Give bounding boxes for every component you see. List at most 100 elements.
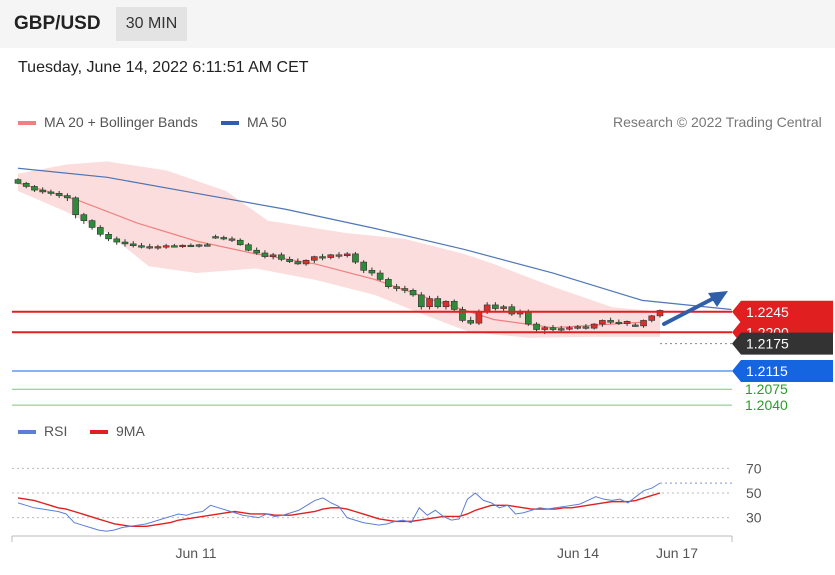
candle-body [22, 182, 30, 187]
x-axis-label: Jun 17 [656, 545, 698, 561]
candle-body [253, 249, 260, 254]
legend-ma50: MA 50 [221, 114, 287, 130]
ma50-line [17, 167, 732, 311]
candle-body [450, 300, 458, 310]
candle-body [483, 304, 491, 312]
candle-body [656, 310, 664, 317]
projection-arrow-head [708, 291, 728, 307]
timeframe-selector[interactable]: 30 MIN [116, 7, 187, 41]
candle-body [14, 179, 22, 184]
candle-body [467, 320, 474, 324]
candle-body [105, 233, 112, 240]
level-1-2040-label: 1.2040 [745, 397, 788, 413]
candle-body [566, 327, 573, 330]
candle-body [599, 320, 606, 325]
candle-body [39, 189, 46, 193]
ma50-swatch [221, 121, 239, 126]
candle-body [640, 320, 647, 327]
candle-body [434, 298, 442, 308]
legend-rsi-label: RSI [44, 423, 68, 439]
candle-body [154, 246, 162, 249]
level-1-2175-tag [732, 332, 833, 355]
candle-body [171, 245, 178, 248]
candle-body [88, 220, 96, 228]
candle-body [47, 191, 55, 194]
rsi-line [17, 482, 661, 532]
candle-body [409, 290, 417, 296]
candle-body [500, 306, 507, 309]
candle-body [72, 197, 79, 216]
legend-9ma: 9MA [90, 423, 145, 439]
candle-body [327, 254, 335, 258]
candle-body [607, 320, 614, 323]
candle-body [335, 254, 343, 257]
candle-body [360, 261, 367, 271]
projection-arrow-shaft [662, 295, 718, 326]
candle-body [590, 323, 598, 329]
rsi-swatch [18, 430, 36, 435]
candle-body [97, 227, 104, 235]
candle-body [508, 306, 516, 315]
ma20-line [17, 182, 643, 329]
candle-body [648, 315, 656, 321]
rsi-axis-label-50: 50 [746, 485, 762, 501]
instrument-title: GBP/USD [14, 13, 101, 34]
candle-body [426, 298, 433, 308]
candle-body [385, 279, 392, 287]
candle-body [549, 327, 557, 330]
level-1-2245-label: 1.2245 [746, 304, 789, 320]
candle-body [533, 323, 540, 330]
candle-body [138, 245, 145, 248]
candle-body [80, 214, 88, 221]
candle-body [236, 239, 244, 246]
x-axis-label: Jun 14 [557, 545, 599, 561]
candle-body [245, 244, 252, 251]
candle-body [204, 244, 211, 247]
candle-body [582, 326, 590, 329]
ma20-swatch [18, 121, 36, 126]
legend-9ma-label: 9MA [116, 423, 145, 439]
candle-body [632, 324, 639, 327]
candle-body [475, 311, 483, 324]
level-1-2175-label: 1.2175 [746, 336, 789, 352]
candle-body [269, 254, 277, 257]
candle-body [162, 245, 170, 248]
candle-body [286, 259, 293, 262]
rsi-axis-label-30: 30 [746, 510, 762, 526]
candle-body [492, 304, 499, 309]
candle-body [311, 256, 318, 261]
timestamp: Tuesday, June 14, 2022 6:11:51 AM CET [18, 59, 309, 76]
candle-body [442, 300, 450, 308]
candle-body [623, 321, 631, 324]
candle-body [574, 326, 581, 329]
candle-body [393, 286, 400, 289]
rsi-ma-line [17, 492, 661, 527]
rsi-axis-label-70: 70 [746, 460, 762, 476]
candle-body [401, 288, 409, 291]
candle-body [278, 254, 285, 260]
candle-body [187, 244, 195, 248]
candle-body [113, 238, 121, 243]
candle-body [541, 327, 549, 330]
candle-body [557, 328, 565, 331]
candle-body [459, 309, 466, 321]
candle-body [525, 311, 532, 325]
candle-body [129, 243, 137, 246]
candle-body [64, 195, 71, 199]
candle-body [220, 237, 228, 240]
bollinger-band [18, 161, 660, 338]
research-credit: Research © 2022 Trading Central [613, 114, 822, 130]
candle-body [228, 238, 236, 241]
candle-body [615, 321, 623, 325]
candle-body [376, 272, 384, 280]
x-axis-label: Jun 11 [176, 545, 217, 561]
legend-ma20: MA 20 + Bollinger Bands [18, 114, 198, 130]
candle-body [302, 259, 310, 265]
candle-body [31, 186, 38, 191]
level-1-2245-tag [732, 300, 833, 323]
candle-body [55, 192, 63, 196]
level-1-2115-label: 1.2115 [746, 363, 788, 379]
legend-ma50-label: MA 50 [247, 114, 287, 130]
candle-body [212, 236, 219, 239]
